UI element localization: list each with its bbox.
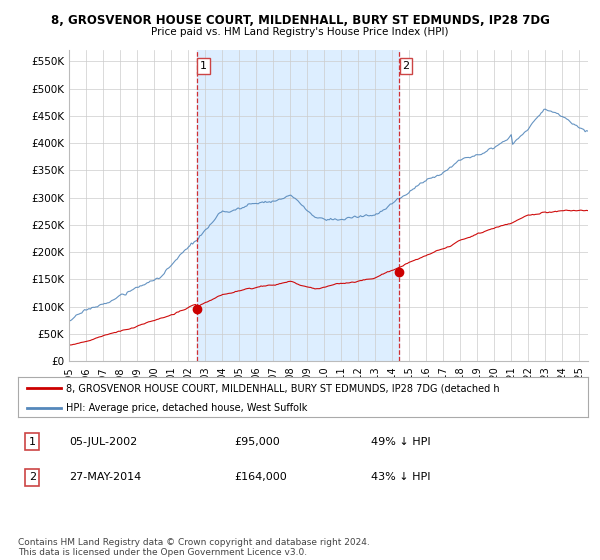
Text: 8, GROSVENOR HOUSE COURT, MILDENHALL, BURY ST EDMUNDS, IP28 7DG: 8, GROSVENOR HOUSE COURT, MILDENHALL, BU… <box>50 14 550 27</box>
Text: 49% ↓ HPI: 49% ↓ HPI <box>371 437 431 447</box>
Text: £95,000: £95,000 <box>235 437 280 447</box>
Text: 1: 1 <box>29 437 36 447</box>
Text: 05-JUL-2002: 05-JUL-2002 <box>70 437 137 447</box>
Text: £164,000: £164,000 <box>235 472 287 482</box>
Text: Contains HM Land Registry data © Crown copyright and database right 2024.
This d: Contains HM Land Registry data © Crown c… <box>18 538 370 557</box>
Text: 27-MAY-2014: 27-MAY-2014 <box>70 472 142 482</box>
Text: 1: 1 <box>200 61 207 71</box>
Text: 8, GROSVENOR HOUSE COURT, MILDENHALL, BURY ST EDMUNDS, IP28 7DG (detached h: 8, GROSVENOR HOUSE COURT, MILDENHALL, BU… <box>67 383 500 393</box>
Text: HPI: Average price, detached house, West Suffolk: HPI: Average price, detached house, West… <box>67 403 308 413</box>
Text: 2: 2 <box>403 61 409 71</box>
Text: 43% ↓ HPI: 43% ↓ HPI <box>371 472 431 482</box>
Bar <box>197 50 399 361</box>
Text: 2: 2 <box>29 472 36 482</box>
Text: Price paid vs. HM Land Registry's House Price Index (HPI): Price paid vs. HM Land Registry's House … <box>151 27 449 37</box>
